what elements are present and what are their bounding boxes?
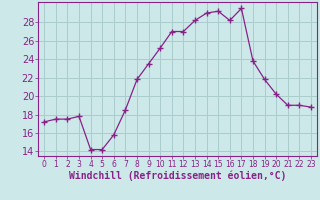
X-axis label: Windchill (Refroidissement éolien,°C): Windchill (Refroidissement éolien,°C) bbox=[69, 171, 286, 181]
